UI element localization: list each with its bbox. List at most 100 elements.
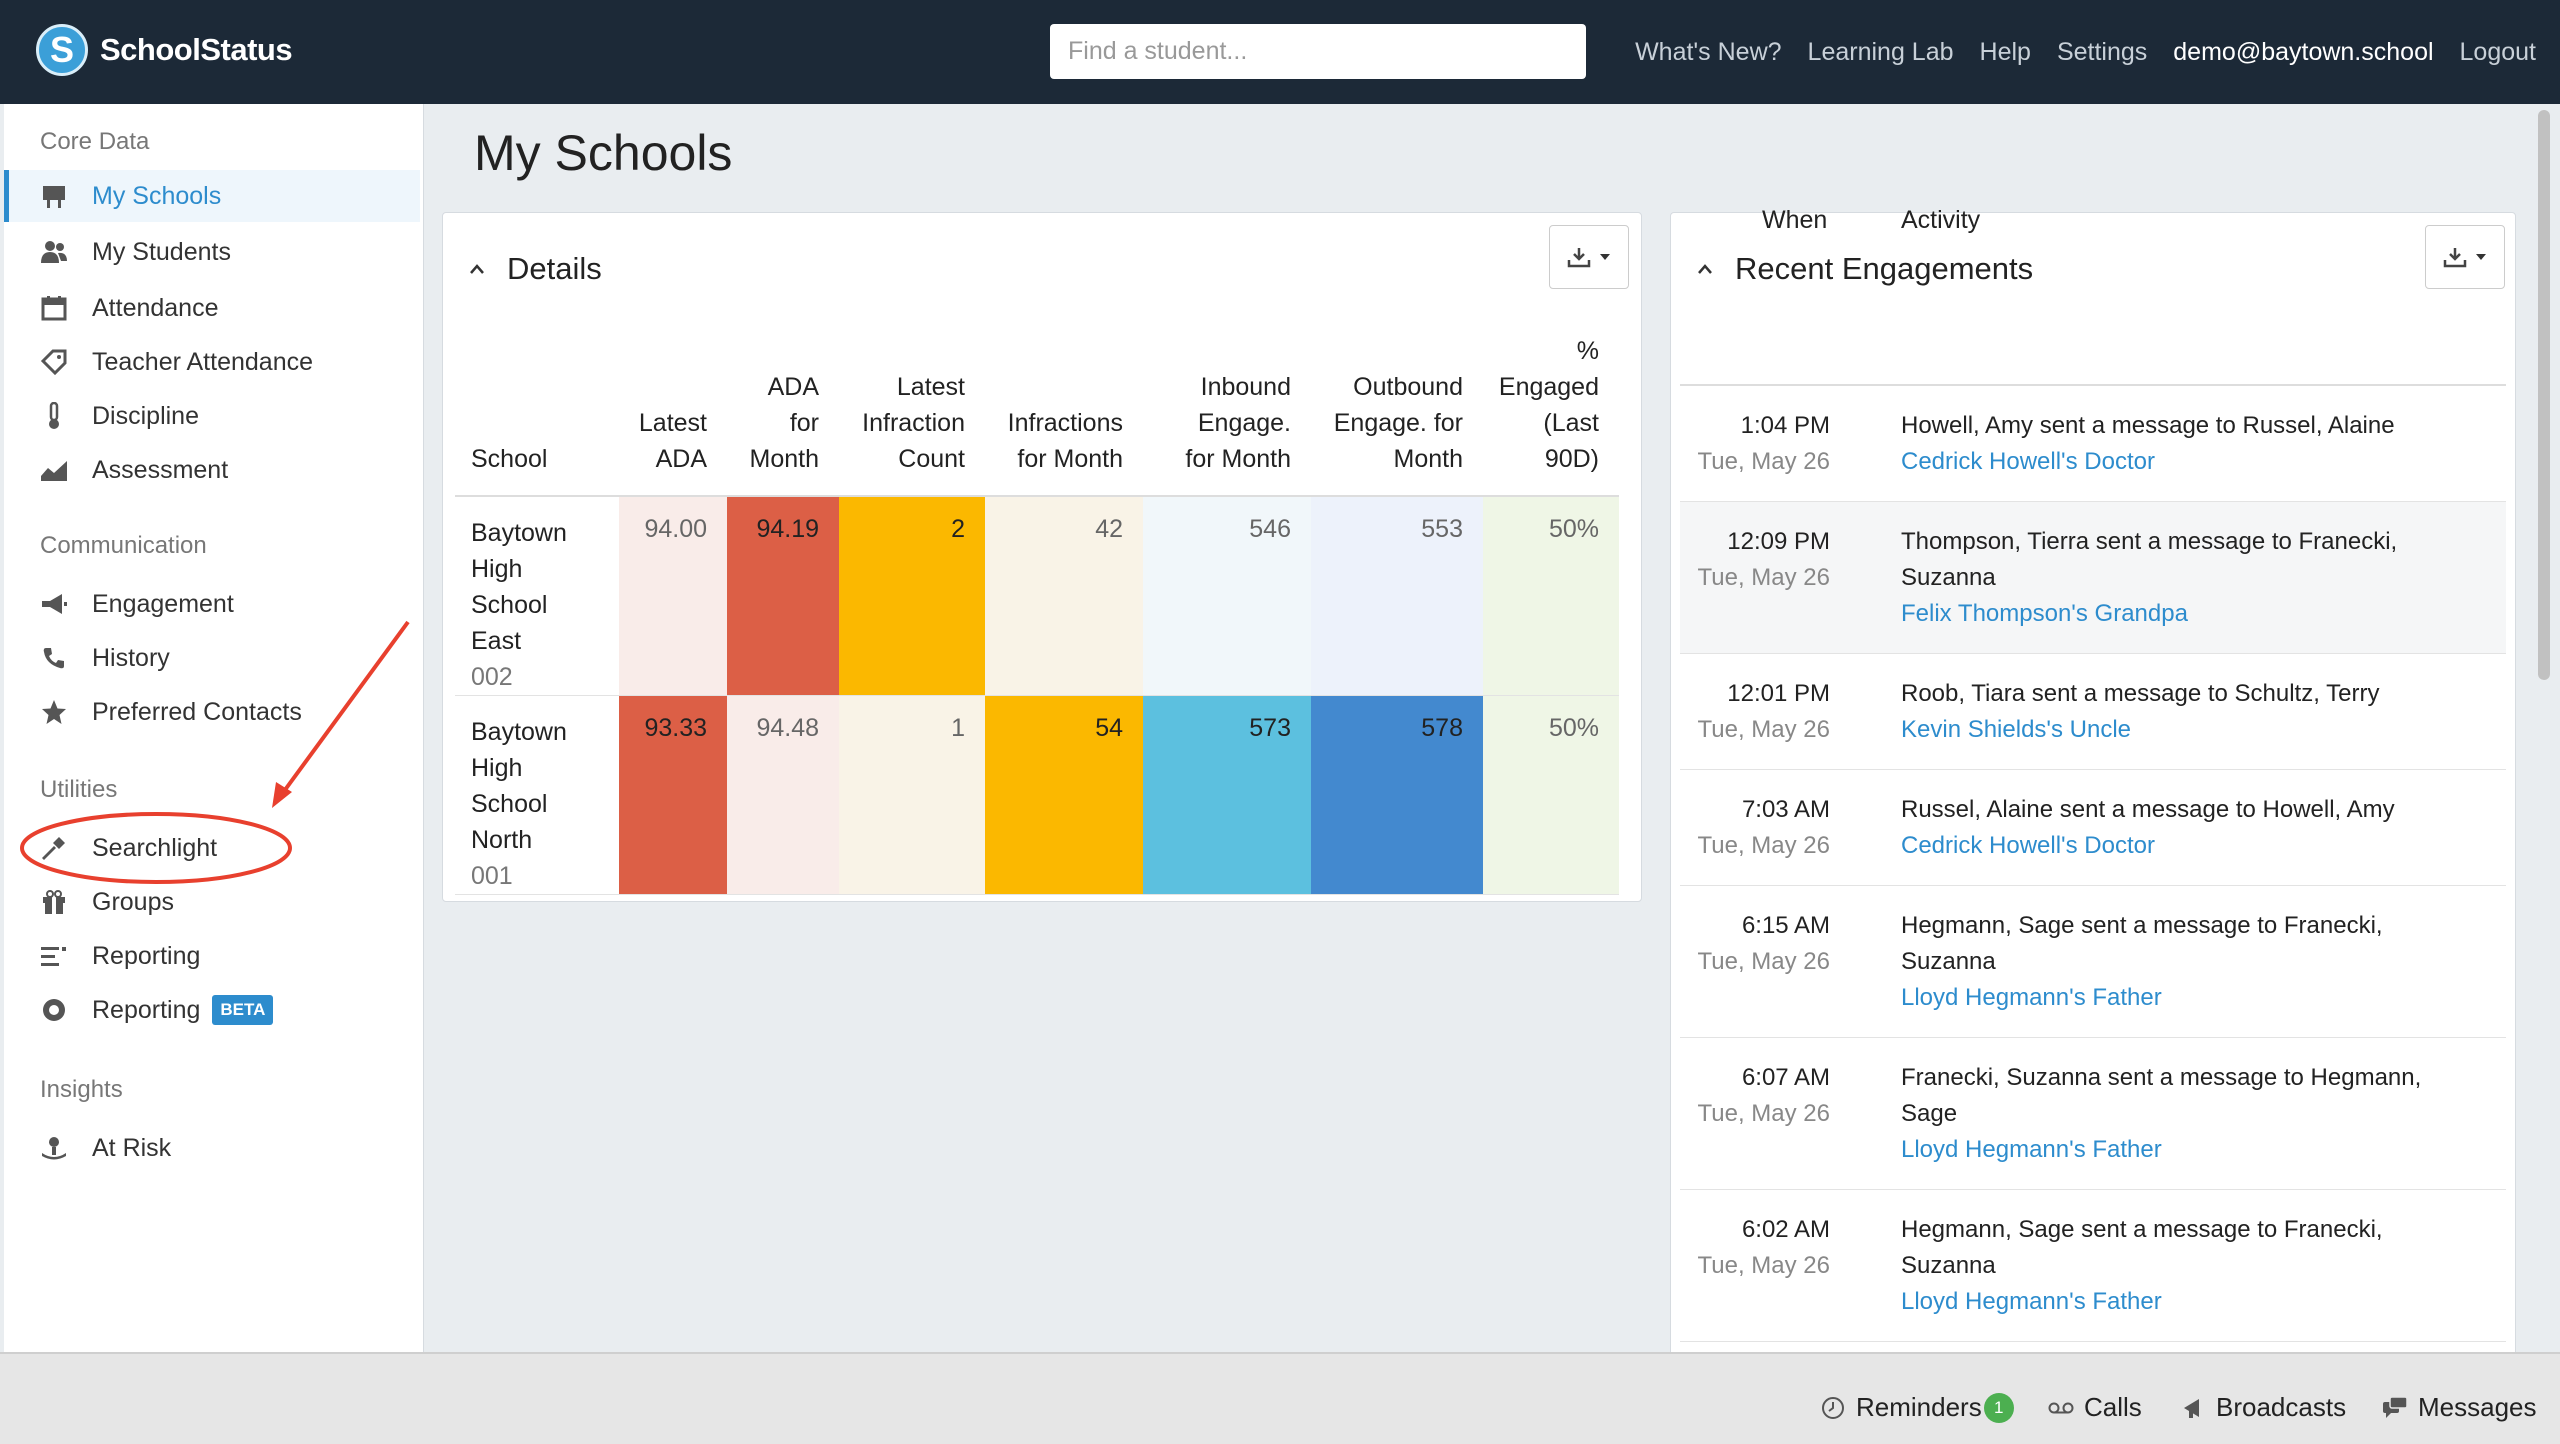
- sidebar-item-discipline[interactable]: Discipline: [4, 390, 420, 442]
- column-header-line: Latest: [638, 409, 707, 437]
- messages-button[interactable]: Messages: [2382, 1392, 2537, 1423]
- column-header[interactable]: Outbound Engage. for Month: [1311, 333, 1483, 497]
- whats-new-link[interactable]: What's New?: [1635, 38, 1782, 66]
- sidebar-item-label: Reporting: [92, 941, 201, 970]
- voicemail-icon: [2048, 1395, 2074, 1421]
- engagement-row[interactable]: 12:01 PM Tue, May 26 Roob, Tiara sent a me…: [1680, 654, 2506, 770]
- sidebar-item-my-schools[interactable]: My Schools: [4, 170, 420, 222]
- scrollbar-thumb[interactable]: [2538, 110, 2550, 680]
- calls-button[interactable]: Calls: [2048, 1392, 2142, 1423]
- column-header[interactable]: % Engaged (Last 90D): [1483, 333, 1619, 497]
- school-cell[interactable]: Baytown High School North 001: [455, 695, 619, 895]
- engagements-panel-header[interactable]: Recent Engagements: [1697, 251, 2033, 287]
- school-cell[interactable]: Baytown High School East 002: [455, 496, 619, 696]
- contact-relationship-link[interactable]: Cedrick Howell's Doctor: [1901, 832, 2155, 859]
- engagement-time: 1:04 PM: [1740, 412, 1830, 439]
- brand-logo[interactable]: S SchoolStatus: [36, 24, 293, 76]
- student-search-input[interactable]: [1050, 24, 1586, 79]
- contact-relationship-link[interactable]: Lloyd Hegmann's Father: [1901, 1288, 2162, 1315]
- sidebar-item-label: Discipline: [92, 401, 199, 430]
- contact-relationship-link[interactable]: Felix Thompson's Grandpa: [1901, 600, 2188, 627]
- column-header-activity: Activity: [1901, 206, 1981, 234]
- sidebar-item-my-students[interactable]: My Students: [4, 226, 420, 278]
- flashlight-icon: [40, 834, 68, 862]
- column-header[interactable]: School: [455, 333, 619, 497]
- column-header-line: for Month: [1017, 445, 1123, 473]
- learning-lab-link[interactable]: Learning Lab: [1807, 38, 1954, 66]
- sidebar-item-teacher-attendance[interactable]: Teacher Attendance: [4, 336, 420, 388]
- page-scrollbar[interactable]: [2536, 108, 2552, 1352]
- engagement-row[interactable]: 6:07 AM Tue, May 26 Franecki, Suzanna sent…: [1680, 1038, 2506, 1190]
- engagement-activity: Roob, Tiara sent a message to Schultz, T…: [1901, 676, 2461, 748]
- engagement-row[interactable]: 12:09 PM Tue, May 26 Thompson, Tierra sent…: [1680, 502, 2506, 654]
- metric-cell: 42: [985, 496, 1143, 696]
- download-icon: [1567, 248, 1591, 268]
- metric-cell: 1: [839, 695, 985, 895]
- engagement-row[interactable]: 6:02 AM Tue, May 26 Hegmann, Sage sent a m…: [1680, 1190, 2506, 1342]
- engagement-row[interactable]: 1:04 PM Tue, May 26 Howell, Amy sent a mes…: [1680, 386, 2506, 502]
- engagement-time: 7:03 AM: [1741, 796, 1830, 823]
- sidebar-item-reporting-beta[interactable]: Reporting BETA: [4, 984, 420, 1036]
- sidebar-item-reporting[interactable]: Reporting: [4, 930, 420, 982]
- top-links: What's New? Learning Lab Help Settings d…: [1635, 38, 2536, 67]
- details-download-button[interactable]: [1549, 225, 1629, 289]
- sidebar-item-history[interactable]: History: [4, 632, 420, 684]
- column-header-line: for Month: [1185, 445, 1291, 473]
- table-row: Baytown High School East 002 94.00 94.19 2 42 54…: [455, 496, 1619, 696]
- metric-cell: 94.19: [727, 496, 839, 696]
- reminders-label: Reminders: [1856, 1392, 1982, 1422]
- engagement-row[interactable]: 6:15 AM Tue, May 26 Hegmann, Sage sent a m…: [1680, 886, 2506, 1038]
- school-name-line: Baytown: [471, 718, 567, 746]
- column-header-line: Count: [898, 445, 965, 473]
- engagement-activity: Franecki, Suzanna sent a message to Hegm…: [1901, 1060, 2461, 1168]
- chat-icon: [2382, 1395, 2408, 1421]
- user-account-link[interactable]: demo@baytown.school: [2173, 38, 2434, 66]
- school-name-line: High School: [471, 555, 548, 619]
- help-link[interactable]: Help: [1979, 38, 2031, 66]
- column-header[interactable]: Latest Infraction Count: [839, 333, 985, 497]
- activity-text-line: Suzanna: [1901, 1252, 1996, 1279]
- contact-relationship-link[interactable]: Lloyd Hegmann's Father: [1901, 1136, 2162, 1163]
- messages-label: Messages: [2418, 1392, 2537, 1422]
- sidebar-item-label: At Risk: [92, 1133, 172, 1162]
- column-header-line: Engaged: [1498, 373, 1599, 401]
- contact-relationship-link[interactable]: Lloyd Hegmann's Father: [1901, 984, 2162, 1011]
- sidebar-item-searchlight[interactable]: Searchlight: [4, 822, 420, 874]
- sidebar-item-preferred-contacts[interactable]: Preferred Contacts: [4, 686, 420, 738]
- engagement-time: 12:01 PM: [1727, 680, 1830, 707]
- sidebar-item-groups[interactable]: Groups: [4, 876, 420, 928]
- details-panel: Details School Latest ADA ADA for Month Latest…: [442, 212, 1642, 902]
- school-code: 002: [471, 663, 513, 691]
- engagements-download-button[interactable]: [2425, 225, 2505, 289]
- sidebar-item-label: Groups: [92, 887, 174, 916]
- sidebar-item-engagement[interactable]: Engagement: [4, 578, 420, 630]
- engagement-row[interactable]: 7:03 AM Tue, May 26 Russel, Alaine sent a …: [1680, 770, 2506, 886]
- reminders-button[interactable]: Reminders 1: [1820, 1392, 2014, 1423]
- sidebar-item-label: History: [92, 643, 170, 672]
- settings-link[interactable]: Settings: [2056, 38, 2148, 66]
- sidebar-item-at-risk[interactable]: At Risk: [4, 1122, 420, 1174]
- contact-relationship-link[interactable]: Cedrick Howell's Doctor: [1901, 448, 2155, 475]
- column-header[interactable]: Infractions for Month: [985, 333, 1143, 497]
- section-title-utilities: Utilities: [40, 776, 118, 803]
- list-icon: [40, 942, 68, 970]
- activity-text-line: Howell, Amy sent a message to Russel, Al…: [1901, 412, 2395, 439]
- logout-link[interactable]: Logout: [2459, 38, 2536, 66]
- activity-text-line: Russel, Alaine sent a message to Howell,…: [1901, 796, 2395, 823]
- calls-label: Calls: [2084, 1392, 2142, 1422]
- table-header-row: School Latest ADA ADA for Month Latest Infracti…: [455, 333, 1619, 497]
- sidebar-item-attendance[interactable]: Attendance: [4, 282, 420, 334]
- details-panel-header[interactable]: Details: [469, 251, 602, 287]
- contact-relationship-link[interactable]: Kevin Shields's Uncle: [1901, 716, 2132, 743]
- metric-cell: 50%: [1483, 695, 1619, 895]
- column-header[interactable]: Inbound Engage. for Month: [1143, 333, 1311, 497]
- metric-cell: 94.48: [727, 695, 839, 895]
- star-icon: [40, 698, 68, 726]
- column-header-line: Latest: [896, 373, 965, 401]
- broadcasts-button[interactable]: Broadcasts: [2180, 1392, 2346, 1423]
- column-header[interactable]: ADA for Month: [727, 333, 839, 497]
- phone-icon: [40, 644, 68, 672]
- download-icon: [2443, 248, 2467, 268]
- sidebar-item-assessment[interactable]: Assessment: [4, 444, 420, 496]
- column-header[interactable]: Latest ADA: [619, 333, 727, 497]
